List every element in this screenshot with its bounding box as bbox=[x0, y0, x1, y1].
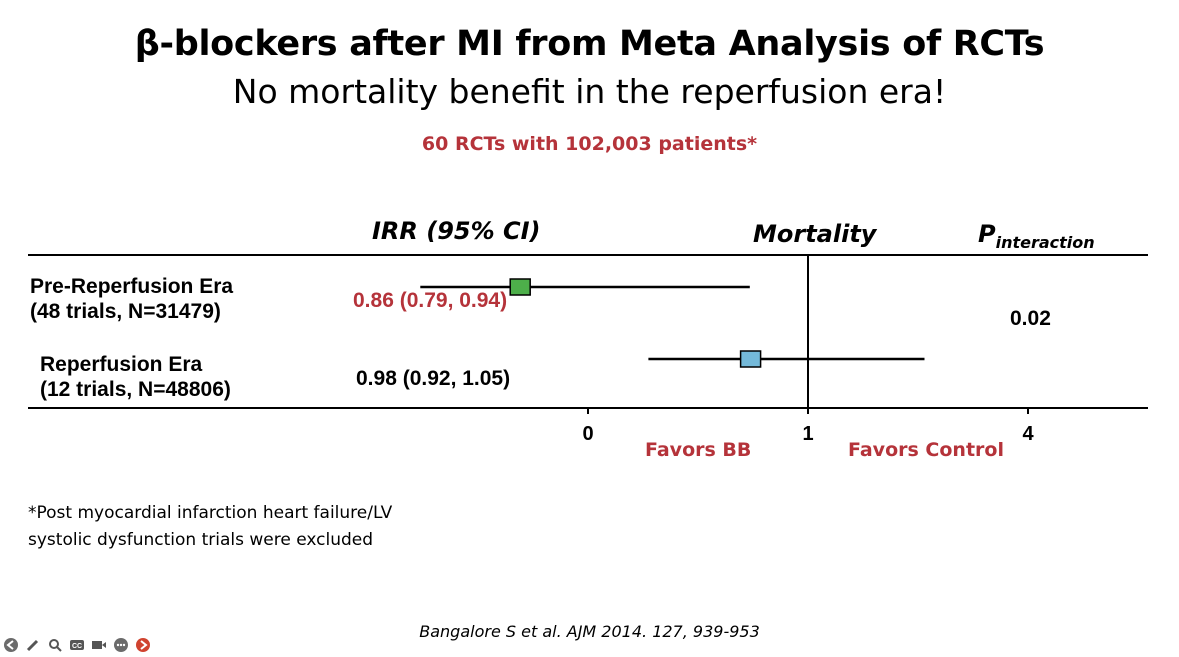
slide-subtitle: No mortality benefit in the reperfusion … bbox=[232, 72, 947, 111]
axis-tick-label: 0 bbox=[582, 423, 593, 445]
pen-icon[interactable] bbox=[24, 637, 41, 654]
back-icon[interactable] bbox=[2, 637, 19, 654]
point-estimate-row-1 bbox=[509, 278, 531, 296]
presentation-toolbar: CC bbox=[2, 635, 151, 655]
forest-plot: 0 1 4 bbox=[28, 254, 1148, 445]
irr-header: IRR (95% CI) bbox=[372, 217, 541, 245]
row-label-line1: Pre-Reperfusion Era bbox=[30, 275, 234, 298]
axis-tick-label: 1 bbox=[802, 423, 813, 445]
svg-text:CC: CC bbox=[71, 643, 81, 650]
favors-bb-label: Favors BB bbox=[645, 439, 752, 461]
captions-icon[interactable]: CC bbox=[68, 637, 85, 654]
footnote-line1: *Post myocardial infarction heart failur… bbox=[28, 503, 393, 523]
axis-tick-label: 4 bbox=[1022, 423, 1034, 445]
p-value: 0.02 bbox=[1010, 307, 1051, 330]
point-estimate-row-2 bbox=[739, 350, 762, 368]
favors-control-label: Favors Control bbox=[848, 439, 1004, 461]
row-label-pre-reperfusion: Pre-Reperfusion Era (48 trials, N=31479) bbox=[30, 274, 233, 324]
camera-icon[interactable] bbox=[90, 637, 107, 654]
forward-icon[interactable] bbox=[134, 637, 151, 654]
mortality-header: Mortality bbox=[753, 220, 877, 248]
more-icon[interactable] bbox=[112, 637, 129, 654]
p-header-main: P bbox=[978, 220, 996, 248]
irr-value-pre-reperfusion: 0.86 (0.79, 0.94) bbox=[353, 289, 508, 312]
p-interaction-header: Pinteraction bbox=[978, 220, 1095, 252]
zoom-icon[interactable] bbox=[46, 637, 63, 654]
slide-title: β-blockers after MI from Meta Analysis o… bbox=[134, 24, 1045, 64]
row-label-line1: Reperfusion Era bbox=[40, 353, 203, 376]
trial-count-note: 60 RCTs with 102,003 patients* bbox=[421, 133, 758, 155]
citation: Bangalore S et al. AJM 2014. 127, 939-95… bbox=[419, 622, 760, 641]
p-header-sub: interaction bbox=[995, 233, 1095, 252]
row-label-reperfusion: Reperfusion Era (12 trials, N=48806) bbox=[40, 352, 231, 402]
row-label-line2: (48 trials, N=31479) bbox=[30, 300, 221, 323]
footnote: *Post myocardial infarction heart failur… bbox=[28, 500, 392, 554]
footnote-line2: systolic dysfunction trials were exclude… bbox=[28, 530, 374, 550]
irr-value-reperfusion: 0.98 (0.92, 1.05) bbox=[356, 367, 511, 390]
row-label-line2: (12 trials, N=48806) bbox=[40, 378, 231, 401]
